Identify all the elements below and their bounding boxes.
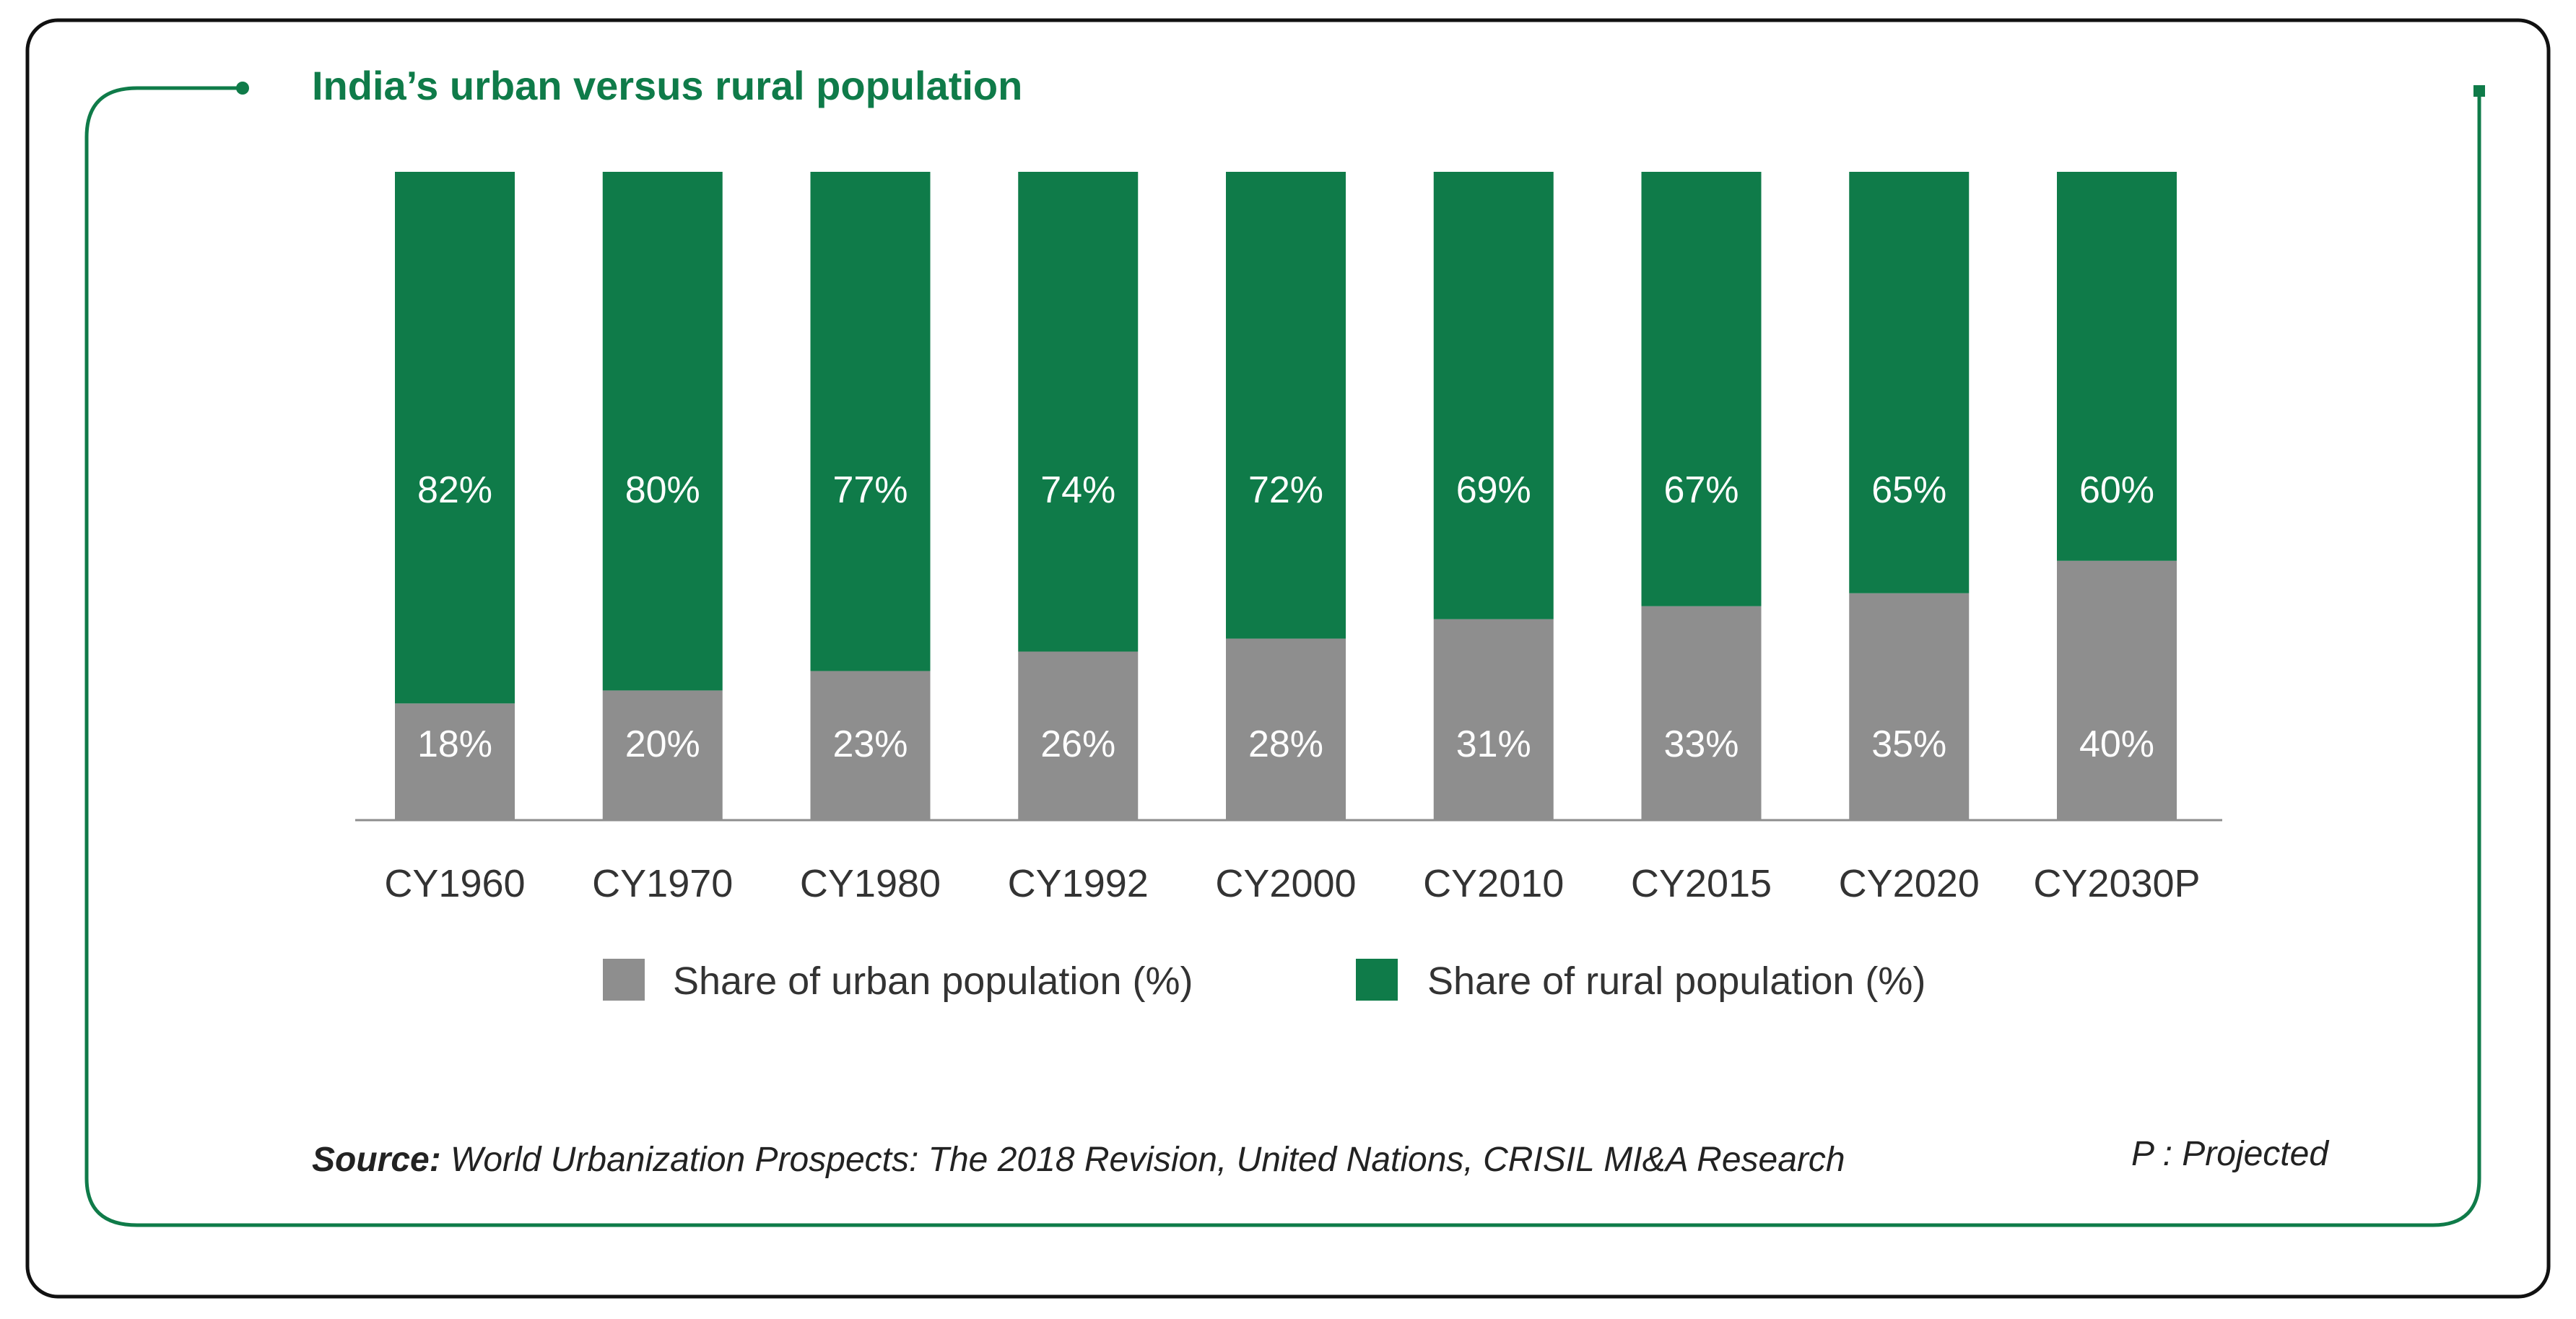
data-label-urban-cy2010: 31% (1456, 723, 1531, 765)
bar-urban-cy2000 (1226, 638, 1346, 820)
data-label-rural-cy2000: 72% (1248, 469, 1323, 511)
legend-label-rural: Share of rural population (%) (1427, 959, 1926, 1003)
x-tick-label-cy2020: CY2020 (1839, 862, 1980, 905)
bar-urban-cy2015 (1641, 606, 1762, 820)
x-tick-label-cy1992: CY1992 (1008, 862, 1149, 905)
source-text: World Urbanization Prospects: The 2018 R… (441, 1141, 1845, 1179)
data-label-urban-cy2030p: 40% (2079, 723, 2154, 765)
projected-note: P : Projected (2131, 1135, 2329, 1173)
legend-swatch-rural (1356, 959, 1398, 1001)
data-label-urban-cy2020: 35% (1871, 723, 1946, 765)
x-tick-label-cy2030p: CY2030P (2033, 862, 2200, 905)
bar-urban-cy1970 (602, 690, 723, 820)
data-label-rural-cy1980: 77% (832, 469, 908, 511)
x-tick-label-cy2010: CY2010 (1423, 862, 1564, 905)
data-label-rural-cy1960: 82% (417, 469, 492, 511)
data-label-rural-cy2015: 67% (1663, 469, 1739, 511)
data-label-rural-cy2020: 65% (1871, 469, 1946, 511)
legend: Share of urban population (%) Share of r… (603, 959, 1926, 1003)
bar-urban-cy1960 (395, 703, 515, 820)
frame-outline (84, 94, 2481, 1227)
bar-urban-cy1992 (1018, 651, 1139, 820)
frame-top-left-dot (236, 82, 249, 95)
bars-group: 18% 82% 20% 80% 23% 77% 26% 74% 28% 72% 31% 69% 33% 6… (395, 172, 2177, 820)
chart-title: India’s urban versus rural population (312, 63, 1022, 108)
data-label-rural-cy1992: 74% (1040, 469, 1115, 511)
data-label-urban-cy2015: 33% (1663, 723, 1739, 765)
bar-rural-cy1980 (810, 172, 931, 671)
data-label-rural-cy1970: 80% (625, 469, 700, 511)
data-label-rural-cy2030p: 60% (2079, 469, 2154, 511)
frame-top-right-dot (2473, 85, 2485, 97)
x-tick-label-cy2000: CY2000 (1215, 862, 1356, 905)
source-line: Source: World Urbanization Prospects: Th… (312, 1141, 1845, 1179)
outer-border (25, 18, 2551, 1299)
data-label-urban-cy2000: 28% (1248, 723, 1323, 765)
x-tick-label-cy2015: CY2015 (1631, 862, 1772, 905)
source-label: Source: (312, 1141, 441, 1179)
data-label-urban-cy1960: 18% (417, 723, 492, 765)
data-label-urban-cy1970: 20% (625, 723, 700, 765)
x-tick-label-cy1960: CY1960 (384, 862, 525, 905)
legend-label-urban: Share of urban population (%) (673, 959, 1193, 1003)
bar-urban-cy2020 (1849, 593, 1970, 820)
bar-rural-cy2030p (2057, 172, 2177, 561)
data-label-rural-cy2010: 69% (1456, 469, 1531, 511)
bar-rural-cy2015 (1641, 172, 1762, 606)
bar-rural-cy2020 (1849, 172, 1970, 593)
data-label-urban-cy1980: 23% (832, 723, 908, 765)
x-tick-labels: CY1960 CY1970 CY1980 CY1992 CY2000 CY2010 CY20… (384, 862, 2200, 905)
data-label-urban-cy1992: 26% (1040, 723, 1115, 765)
frame-top-left-line (84, 86, 240, 162)
bar-rural-cy1960 (395, 172, 515, 704)
bar-urban-cy1980 (810, 671, 931, 820)
bar-urban-cy2030p (2057, 560, 2177, 820)
x-tick-label-cy1970: CY1970 (592, 862, 733, 905)
x-tick-label-cy1980: CY1980 (800, 862, 941, 905)
bar-rural-cy2010 (1433, 172, 1554, 619)
bar-rural-cy1970 (602, 172, 723, 691)
bar-rural-cy2000 (1226, 172, 1346, 639)
bar-urban-cy2010 (1433, 619, 1554, 820)
legend-swatch-urban (603, 959, 645, 1001)
bar-rural-cy1992 (1018, 172, 1139, 652)
